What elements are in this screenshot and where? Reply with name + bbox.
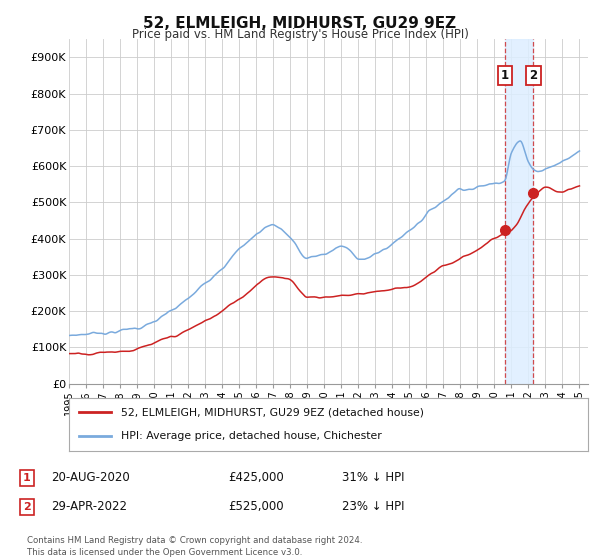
Text: £525,000: £525,000 <box>228 500 284 514</box>
Text: 29-APR-2022: 29-APR-2022 <box>51 500 127 514</box>
Text: 20-AUG-2020: 20-AUG-2020 <box>51 471 130 484</box>
Text: Price paid vs. HM Land Registry's House Price Index (HPI): Price paid vs. HM Land Registry's House … <box>131 28 469 41</box>
Bar <box>505 39 533 384</box>
Text: 31% ↓ HPI: 31% ↓ HPI <box>342 471 404 484</box>
Text: 2: 2 <box>529 69 538 82</box>
Text: 23% ↓ HPI: 23% ↓ HPI <box>342 500 404 514</box>
Text: £425,000: £425,000 <box>228 471 284 484</box>
Text: 1: 1 <box>23 473 31 483</box>
Text: 52, ELMLEIGH, MIDHURST, GU29 9EZ: 52, ELMLEIGH, MIDHURST, GU29 9EZ <box>143 16 457 31</box>
Text: 1: 1 <box>501 69 509 82</box>
Text: HPI: Average price, detached house, Chichester: HPI: Average price, detached house, Chic… <box>121 431 382 441</box>
Text: 52, ELMLEIGH, MIDHURST, GU29 9EZ (detached house): 52, ELMLEIGH, MIDHURST, GU29 9EZ (detach… <box>121 408 424 418</box>
Text: Contains HM Land Registry data © Crown copyright and database right 2024.
This d: Contains HM Land Registry data © Crown c… <box>27 536 362 557</box>
Text: 2: 2 <box>23 502 31 512</box>
